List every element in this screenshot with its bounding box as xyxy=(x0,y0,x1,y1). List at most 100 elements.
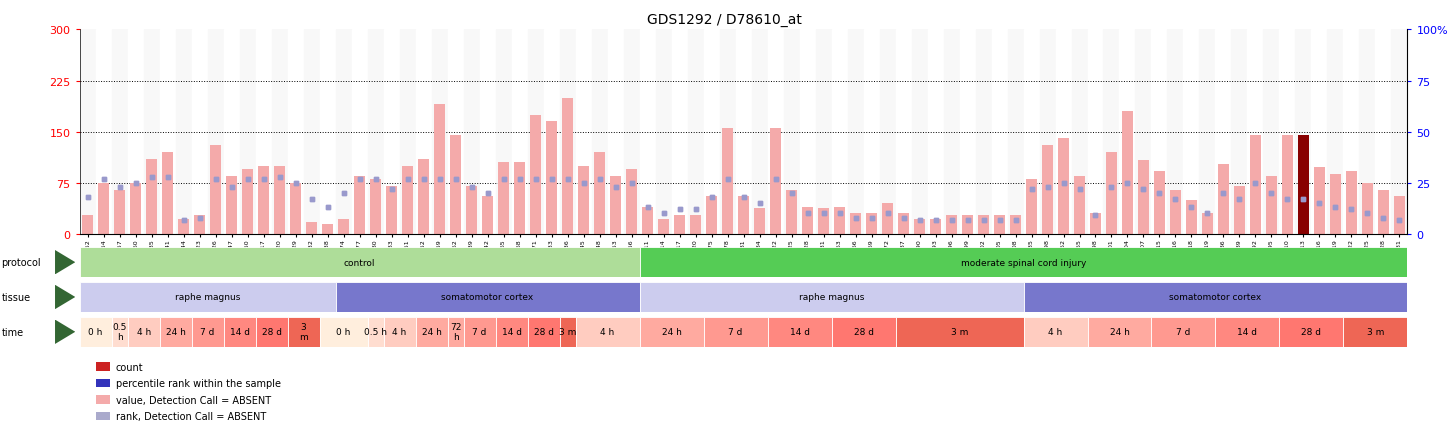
Bar xyxy=(767,317,831,347)
Point xyxy=(284,180,307,187)
Bar xyxy=(130,183,142,234)
Bar xyxy=(320,30,336,234)
Bar xyxy=(640,282,1024,312)
Bar xyxy=(688,30,704,234)
Bar xyxy=(1281,136,1293,234)
Bar xyxy=(353,177,365,234)
Bar xyxy=(592,30,608,234)
Bar xyxy=(96,395,110,404)
Bar xyxy=(608,30,624,234)
Point xyxy=(1019,186,1043,193)
Bar xyxy=(463,317,495,347)
Text: protocol: protocol xyxy=(1,258,41,267)
Bar xyxy=(1202,214,1213,234)
Text: 14 d: 14 d xyxy=(501,328,521,336)
Bar xyxy=(304,30,320,234)
Bar xyxy=(288,30,304,234)
Point xyxy=(492,176,515,183)
Point xyxy=(1100,184,1124,191)
Point xyxy=(620,180,643,187)
Point xyxy=(812,210,835,217)
Point xyxy=(683,207,707,214)
Bar xyxy=(977,216,989,234)
Bar xyxy=(530,115,542,234)
Bar xyxy=(1296,30,1312,234)
Bar xyxy=(1280,30,1296,234)
Point xyxy=(1212,190,1235,197)
Bar xyxy=(1345,171,1357,234)
Bar xyxy=(321,225,333,234)
Bar xyxy=(1009,216,1021,234)
Point xyxy=(204,176,227,183)
Bar xyxy=(1266,177,1277,234)
Text: 3
m: 3 m xyxy=(300,322,308,342)
Point xyxy=(268,174,291,181)
Point xyxy=(1244,180,1267,187)
Point xyxy=(188,214,211,221)
Bar xyxy=(575,317,640,347)
Bar xyxy=(495,30,511,234)
Point xyxy=(172,217,195,224)
Bar xyxy=(98,183,109,234)
Bar xyxy=(256,30,272,234)
Bar xyxy=(418,160,429,234)
Bar xyxy=(912,30,928,234)
Point xyxy=(395,176,418,183)
Bar xyxy=(834,207,846,234)
Point xyxy=(924,217,947,224)
Bar xyxy=(961,216,973,234)
Bar xyxy=(847,30,863,234)
Text: percentile rank within the sample: percentile rank within the sample xyxy=(116,378,281,388)
Point xyxy=(844,214,867,221)
Bar xyxy=(1215,30,1231,234)
Bar xyxy=(242,170,253,234)
Bar xyxy=(689,215,701,234)
Point xyxy=(1292,196,1315,203)
Bar xyxy=(831,30,847,234)
Point xyxy=(604,184,627,191)
Bar xyxy=(1090,214,1100,234)
Bar xyxy=(720,30,736,234)
Bar xyxy=(498,163,510,234)
Bar xyxy=(960,30,976,234)
Bar xyxy=(689,215,701,234)
Bar xyxy=(447,317,463,347)
Bar xyxy=(226,177,237,234)
Point xyxy=(1085,213,1108,220)
Bar xyxy=(1363,183,1373,234)
Text: 28 d: 28 d xyxy=(853,328,873,336)
Bar xyxy=(194,215,206,234)
Point xyxy=(988,217,1011,224)
Bar xyxy=(80,30,96,234)
Bar xyxy=(1138,161,1150,234)
Bar xyxy=(256,317,288,347)
Point xyxy=(556,176,579,183)
Bar xyxy=(802,207,814,234)
Bar xyxy=(1329,174,1341,234)
Text: 14 d: 14 d xyxy=(1238,328,1257,336)
Bar xyxy=(1199,30,1215,234)
Bar xyxy=(1250,136,1261,234)
Point xyxy=(1292,196,1315,203)
Text: count: count xyxy=(116,362,143,372)
Point xyxy=(765,176,788,183)
Bar xyxy=(1056,30,1072,234)
Bar xyxy=(384,317,416,347)
Bar xyxy=(226,177,237,234)
Point xyxy=(252,176,275,183)
Bar xyxy=(898,214,909,234)
Point xyxy=(1180,204,1203,211)
Bar xyxy=(1328,30,1344,234)
Bar xyxy=(450,136,460,234)
Bar xyxy=(1250,136,1261,234)
Point xyxy=(1371,214,1394,221)
Point xyxy=(1196,210,1219,217)
Text: GDS1292 / D78610_at: GDS1292 / D78610_at xyxy=(647,13,801,27)
Bar xyxy=(656,30,672,234)
Bar xyxy=(882,204,893,234)
Point xyxy=(668,207,691,214)
Text: 7 d: 7 d xyxy=(200,328,214,336)
Point xyxy=(1228,196,1251,203)
Bar xyxy=(127,317,159,347)
Point xyxy=(668,207,691,214)
